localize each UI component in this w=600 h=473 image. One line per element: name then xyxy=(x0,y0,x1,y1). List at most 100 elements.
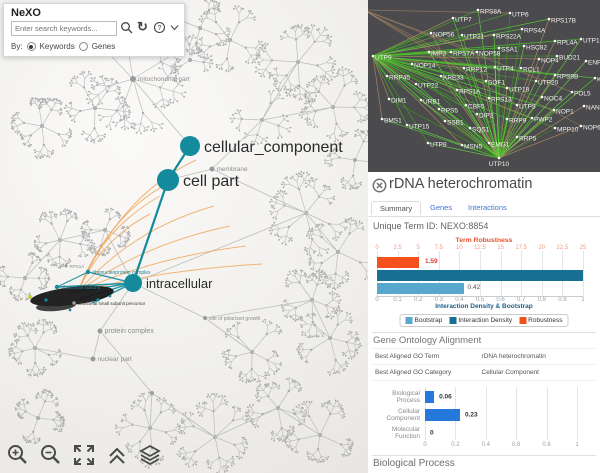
gene-node[interactable]: POL5 xyxy=(574,91,591,98)
axis-tick: 0.1 xyxy=(393,297,402,303)
gene-node[interactable]: PWP2 xyxy=(534,117,553,124)
bar-value: 1.59 xyxy=(425,258,438,265)
ontology-term-label[interactable]: ribonucleoprotein complex xyxy=(92,270,151,276)
term-detail-panel: rDNA heterochromatin Summary Genes Inter… xyxy=(368,172,600,473)
search-icon[interactable] xyxy=(120,21,134,35)
gene-node[interactable]: ENP1 xyxy=(588,60,600,67)
gene-network-panel[interactable]: UTP9 NOP56 UTP7 RPS8A UTP6 RPS17B UTP21 RPS22A R… xyxy=(368,0,600,172)
gene-node[interactable]: MPP10 xyxy=(557,127,579,134)
radio-genes-label[interactable]: Genes xyxy=(91,42,116,51)
gene-node[interactable]: UTP22 xyxy=(418,83,439,90)
gene-node[interactable]: BMS1 xyxy=(384,118,402,125)
gene-node[interactable]: URB1 xyxy=(423,99,441,106)
gene-node[interactable]: RPS1A xyxy=(459,89,481,96)
gene-node[interactable]: UTP15 xyxy=(409,124,430,131)
gene-node[interactable]: RRP5 xyxy=(519,136,537,143)
ontology-term-label[interactable]: site of polarized growth xyxy=(209,316,261,322)
gene-node[interactable]: NOP4 xyxy=(541,58,559,65)
zoom-in-button[interactable] xyxy=(6,443,30,467)
gene-node[interactable]: RRP9 xyxy=(509,118,527,125)
gene-node[interactable]: RPS9B xyxy=(557,74,578,81)
term-metrics-chart: Term Robustness 0 0 2.5 0.1 5 0.2 7.5 0.3 10 0.4 1… xyxy=(368,237,600,332)
gene-node[interactable]: NOP58 xyxy=(479,51,501,58)
radio-keywords-label[interactable]: Keywords xyxy=(39,42,75,51)
chevron-down-icon[interactable] xyxy=(170,24,179,31)
gene-node[interactable]: UTP6 xyxy=(512,12,529,19)
gene-node[interactable]: SSB1 xyxy=(447,120,464,127)
gene-node[interactable]: UTP8 xyxy=(430,142,447,149)
search-input[interactable] xyxy=(11,21,117,36)
gene-node[interactable]: NAN1 xyxy=(586,105,600,112)
gene-node[interactable]: SSA1 xyxy=(501,47,518,54)
axis-tick: 0 xyxy=(375,245,379,251)
gene-node[interactable]: UTP21 xyxy=(464,34,485,41)
gene-node[interactable]: KRE33 xyxy=(443,75,464,82)
axis-tick: 25 xyxy=(579,245,587,251)
gene-node[interactable]: NOP14 xyxy=(414,63,436,70)
zoom-out-button[interactable] xyxy=(39,443,63,467)
gene-node[interactable]: UTP13 xyxy=(583,38,600,45)
gene-node[interactable]: RPS7A xyxy=(453,51,475,58)
ontology-term-label[interactable]: membrane xyxy=(217,166,248,173)
gene-node[interactable]: RPS4A xyxy=(524,28,546,35)
search-panel: NeXO ↻ ? By: Keywords Genes xyxy=(3,3,185,57)
tab-interactions[interactable]: Interactions xyxy=(468,203,507,212)
gene-node[interactable]: UTP5 xyxy=(519,104,536,111)
ontology-term-label[interactable]: mitochondrial part xyxy=(138,76,190,83)
ontology-term-label[interactable]: RPS1A xyxy=(70,264,85,269)
ontology-canvas[interactable]: mitochondrial part membrane protein comple… xyxy=(0,0,368,473)
gene-node[interactable]: UTP18 xyxy=(509,87,530,94)
radio-keywords[interactable] xyxy=(26,42,36,51)
layers-button[interactable] xyxy=(138,443,162,467)
gene-node[interactable]: BUD21 xyxy=(559,55,580,62)
gene-node[interactable]: RPS13 xyxy=(491,97,512,104)
gene-node[interactable]: RCL1 xyxy=(523,67,540,74)
ontology-term-label[interactable]: ribosomal subunit xyxy=(61,285,101,291)
fit-to-screen-button[interactable] xyxy=(72,443,96,467)
gene-node[interactable]: UTP9 xyxy=(375,55,392,62)
gene-node[interactable]: HSC82 xyxy=(526,45,547,52)
gene-node[interactable]: SOF1 xyxy=(488,80,505,87)
gene-node[interactable]: RPS22A xyxy=(496,34,522,41)
ontology-term-label[interactable]: nuclear part xyxy=(98,356,133,363)
gene-node[interactable]: RPS17B xyxy=(551,18,576,25)
ontology-term-label[interactable]: ribosomal small subunit precursor xyxy=(78,301,146,306)
gene-node[interactable]: RPL4A xyxy=(557,40,578,47)
gene-node[interactable]: IMP3 xyxy=(431,51,447,58)
help-icon[interactable]: ? xyxy=(153,21,166,34)
gene-node[interactable]: UTP20 xyxy=(538,80,559,87)
gene-node[interactable]: NOP56 xyxy=(433,32,455,39)
radio-genes[interactable] xyxy=(78,42,88,51)
gene-node[interactable]: NOP6 xyxy=(583,125,600,132)
go-category-key: Best Aligned GO Category xyxy=(373,364,480,381)
gene-node[interactable]: UTP7 xyxy=(455,17,472,24)
gene-node[interactable]: EMG1 xyxy=(491,142,510,149)
gene-node[interactable]: NOP1 xyxy=(556,109,574,116)
gene-node[interactable]: DIM1 xyxy=(391,98,407,105)
gene-node[interactable]: UTP10 xyxy=(489,161,510,168)
expand-chevrons-button[interactable] xyxy=(105,443,129,467)
tab-summary[interactable]: Summary xyxy=(371,201,422,215)
gene-node[interactable]: CBF5 xyxy=(468,104,485,111)
gene-node[interactable]: RRP45 xyxy=(389,75,410,82)
gene-node[interactable]: MSN5 xyxy=(464,144,482,151)
axis-tick: 15 xyxy=(497,245,504,251)
ontology-term-label[interactable]: intracellular xyxy=(146,276,213,291)
ontology-tree-svg[interactable]: mitochondrial part membrane protein comple… xyxy=(0,0,368,473)
gene-node[interactable]: RPS5 xyxy=(441,108,458,115)
gene-node[interactable]: RPS8A xyxy=(480,9,502,16)
gene-node[interactable]: RRP12 xyxy=(466,67,487,74)
tab-genes[interactable]: Genes xyxy=(430,203,453,212)
ontology-term-label[interactable]: protein complex xyxy=(105,328,155,335)
close-icon[interactable] xyxy=(372,178,387,193)
ontology-term-label[interactable]: cell part xyxy=(183,173,240,190)
ontology-term-label[interactable]: cellular_component xyxy=(204,139,343,156)
gene-node[interactable]: KRR1 xyxy=(597,77,600,84)
gene-node[interactable]: SQS1 xyxy=(472,127,490,134)
refresh-icon[interactable]: ↻ xyxy=(137,19,148,34)
gene-node[interactable]: DIP2 xyxy=(479,113,494,120)
gene-node[interactable]: NOC4 xyxy=(544,96,562,103)
gene-node[interactable]: UTP4 xyxy=(497,66,514,73)
axis-tick: 0.2 xyxy=(451,442,460,448)
